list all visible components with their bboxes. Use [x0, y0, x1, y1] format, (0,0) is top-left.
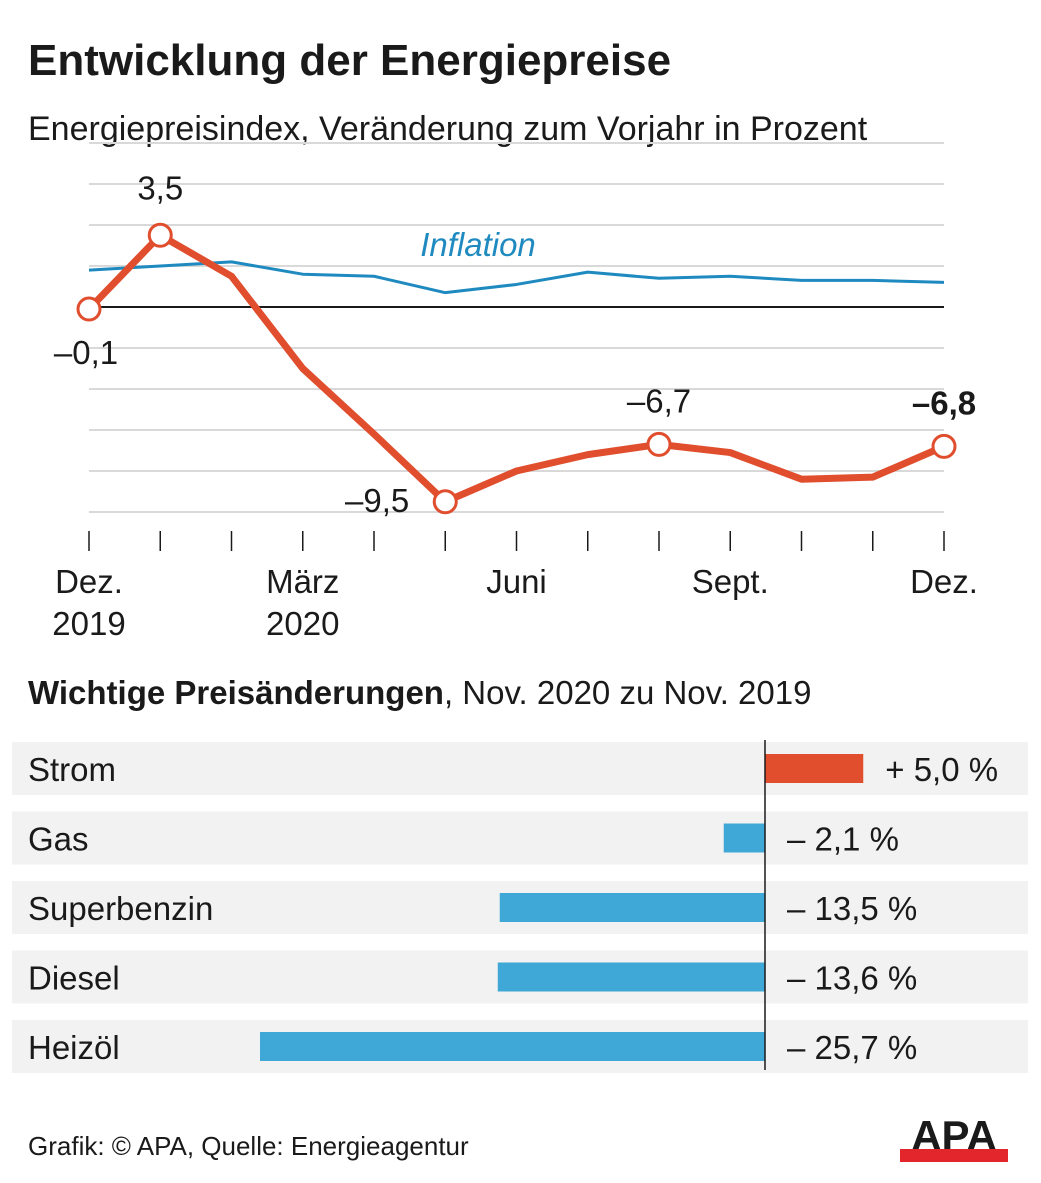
bar [259, 1032, 765, 1061]
data-label: –0,1 [54, 334, 118, 371]
bar-category-label: Gas [28, 821, 89, 858]
x-tick-label: Sept. [692, 563, 769, 600]
bar-value-label: – 13,6 % [787, 960, 917, 997]
apa-logo-bar [900, 1149, 1008, 1162]
chart-title: Entwicklung der Energiepreise [28, 36, 672, 85]
data-label: –9,5 [345, 482, 409, 519]
bar-row-background [12, 881, 1028, 934]
bar-section-title: Wichtige Preisänderungen, Nov. 2020 zu N… [28, 674, 811, 712]
data-label: –6,7 [627, 382, 691, 419]
apa-logo: APA [900, 1114, 1008, 1162]
bar-row-background [12, 742, 1028, 795]
energy-price-line [86, 231, 946, 506]
x-tick-label: März [266, 563, 339, 600]
line-chart: Dez. 2019 März 2020 Juni Sept. Dez. Inflation –0… [52, 142, 978, 642]
bar-value-label: – 2,1 % [787, 821, 899, 858]
bar [765, 754, 864, 783]
x-tick-label: 2019 [52, 605, 125, 642]
bar-row-background [12, 1020, 1028, 1073]
x-tick-label: Juni [486, 563, 547, 600]
bar [723, 823, 765, 853]
bar-section-title-bold: Wichtige Preisänderungen [28, 674, 444, 711]
bar-value-label: – 25,7 % [787, 1029, 917, 1066]
energy-point-marker [931, 433, 957, 459]
bar-value-label: – 13,5 % [787, 890, 917, 927]
data-label: –6,8 [912, 384, 976, 421]
energy-point-marker [432, 489, 458, 515]
bar-section-title-rest: , Nov. 2020 zu Nov. 2019 [443, 674, 812, 711]
data-label: 3,5 [137, 169, 183, 206]
energy-point-marker [646, 431, 672, 457]
bar-value-label: + 5,0 % [885, 751, 998, 788]
bar-row-background [12, 811, 1028, 865]
bar [499, 893, 765, 922]
energy-point-marker [147, 222, 173, 248]
bar [497, 962, 765, 992]
bar-category-label: Superbenzin [28, 890, 213, 927]
bar-category-label: Heizöl [28, 1029, 120, 1066]
x-tick-label: Dez. [910, 563, 978, 600]
inflation-series-label: Inflation [420, 226, 536, 263]
bar-category-label: Strom [28, 751, 116, 788]
x-tick-label: Dez. [55, 563, 123, 600]
inflation-line [88, 260, 945, 295]
chart-subtitle: Energiepreisindex, Veränderung zum Vorja… [28, 110, 868, 148]
source-credit: Grafik: © APA, Quelle: Energieagentur [28, 1131, 469, 1161]
bar-row-background [12, 950, 1028, 1004]
bar-category-label: Diesel [28, 960, 120, 997]
x-tick-label: 2020 [266, 605, 339, 642]
energy-point-marker [76, 296, 102, 322]
